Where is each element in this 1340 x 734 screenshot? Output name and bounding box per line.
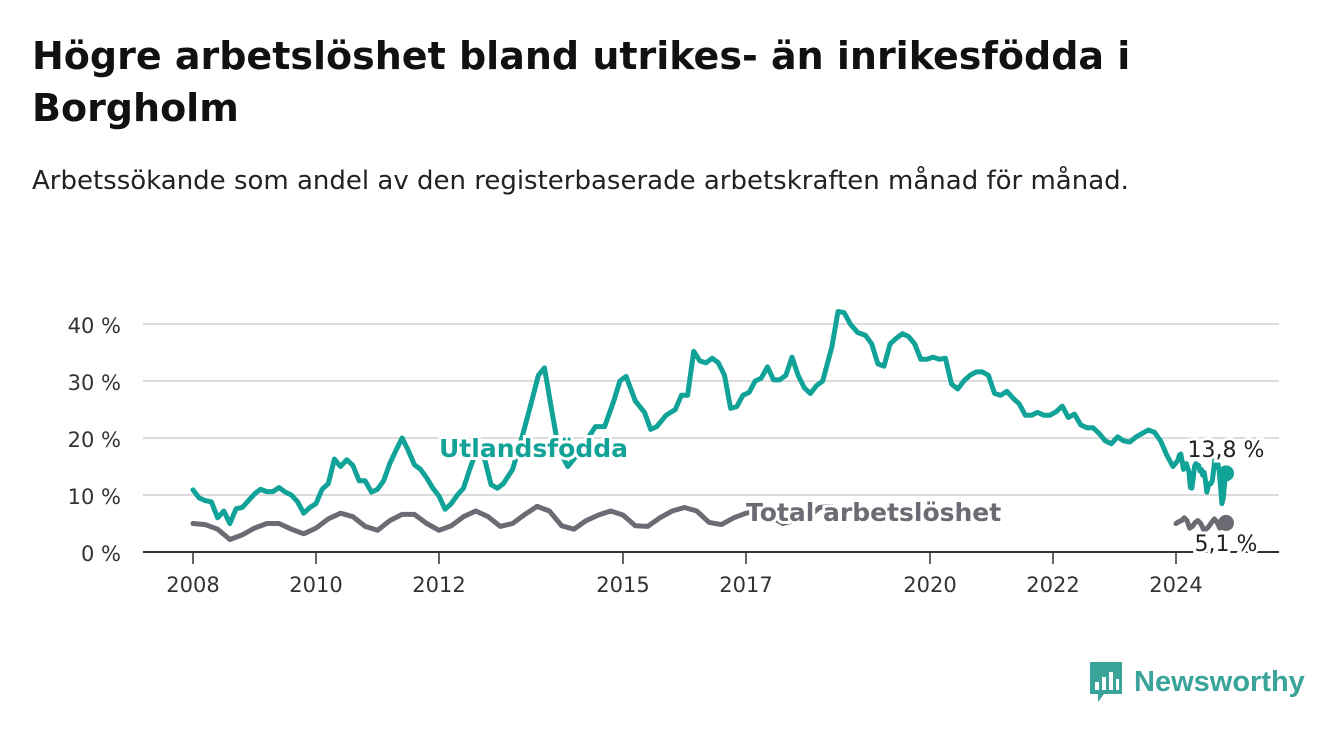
series-labels: Utlandsfödda Total arbetslöshet 13,8 % 5,1 … <box>436 431 1267 560</box>
x-tick-label: 2012 <box>412 573 465 597</box>
y-tick-label: 0 % <box>81 542 121 566</box>
end-label-total: 5,1 % <box>1195 532 1258 557</box>
end-label-utlandsfodda: 13,8 % <box>1188 438 1265 463</box>
y-tick-label: 20 % <box>68 428 121 452</box>
x-tick-label: 2015 <box>596 573 649 597</box>
end-point-total <box>1218 514 1234 531</box>
series-line-utlandsfodda <box>190 309 1229 526</box>
series-name-total: Total arbetslöshet <box>746 498 1001 527</box>
gridlines <box>143 323 1279 496</box>
newsworthy-logo: Newsworthy <box>1088 660 1305 704</box>
x-tick-label: 2020 <box>903 573 956 597</box>
series-line-total <box>1173 515 1229 532</box>
chart-title: Högre arbetslöshet bland utrikes- än inr… <box>32 34 1131 130</box>
newsworthy-brand-name: Newsworthy <box>1134 665 1305 698</box>
chart-subtitle: Arbetssökande som andel av den registerb… <box>32 166 1129 196</box>
x-tick-label: 2022 <box>1026 573 1079 597</box>
y-tick-label: 30 % <box>68 371 121 395</box>
axes: 0 % 10 % 20 % 30 % 40 % 2008 2010 2012 2015 2017 2… <box>68 314 1279 597</box>
x-tick-label: 2024 <box>1149 573 1202 597</box>
y-tick-label: 40 % <box>68 314 121 338</box>
end-point-utlandsfodda <box>1218 465 1234 482</box>
x-tick-label: 2017 <box>719 573 772 597</box>
y-tick-label: 10 % <box>68 485 121 509</box>
newsworthy-bars-icon <box>1090 662 1122 702</box>
x-tick-label: 2010 <box>289 573 342 597</box>
series-line-total <box>190 503 835 542</box>
series-name-utlandsfodda: Utlandsfödda <box>439 434 628 463</box>
x-tick-label: 2008 <box>166 573 219 597</box>
series-lines <box>190 309 1234 542</box>
